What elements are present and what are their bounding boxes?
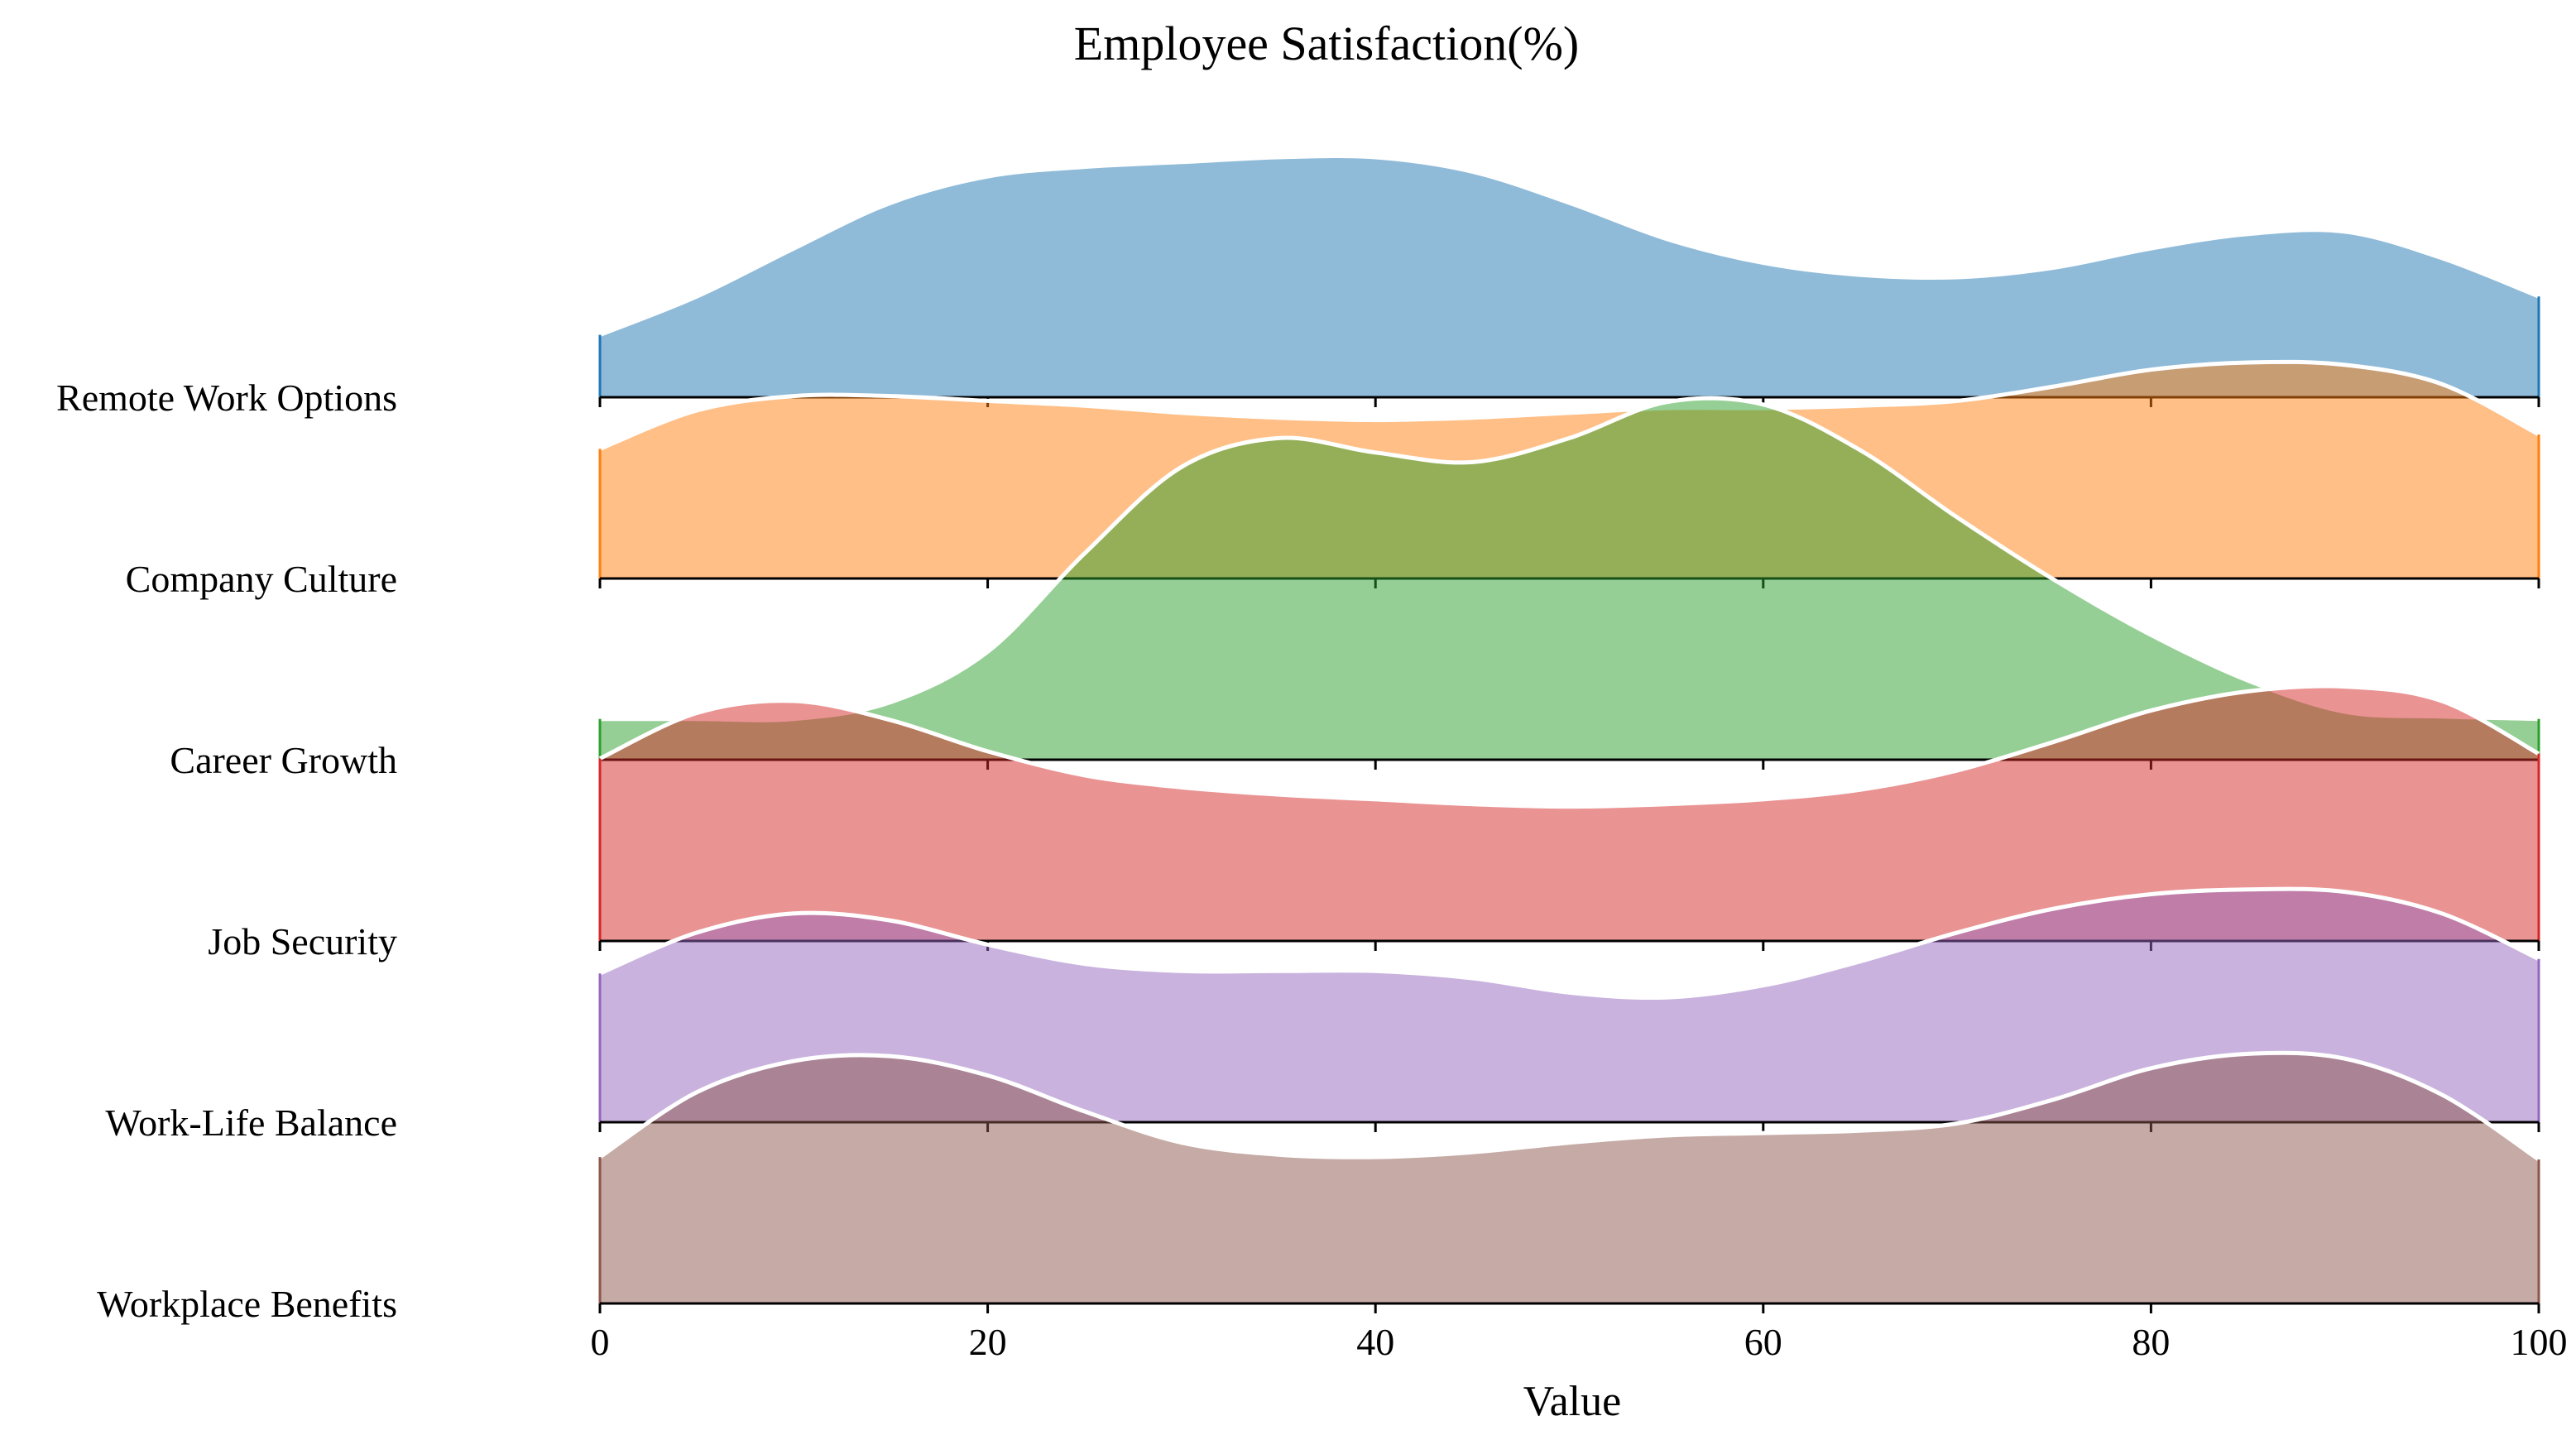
category-label-career-growth: Career Growth [170, 739, 397, 781]
ridge-outline-job-security [598, 684, 2540, 809]
x-tick-label: 20 [969, 1321, 1007, 1363]
category-label-company-culture: Company Culture [126, 558, 397, 600]
ridge-outline-workplace-benefits [598, 1050, 2540, 1162]
x-tick-label: 100 [2511, 1321, 2568, 1363]
ridge-workplace-benefits [598, 1050, 2540, 1313]
ridge-area-career-growth [600, 398, 2539, 760]
category-labels: Remote Work Options Company Culture Career… [56, 377, 397, 1325]
category-label-job-security: Job Security [208, 920, 397, 962]
x-axis: 0 20 40 60 80 100 [591, 1321, 2568, 1363]
ridge-outline-remote-work-options [599, 153, 2540, 337]
ridge-area-workplace-benefits [600, 1053, 2539, 1303]
category-label-work-life-balance: Work-Life Balance [105, 1102, 397, 1144]
category-label-remote-work-options: Remote Work Options [56, 377, 397, 419]
ridge-area-job-security [600, 686, 2539, 941]
ridges-layer [598, 153, 2540, 1313]
ridge-area-remote-work-options [600, 156, 2539, 397]
category-label-workplace-benefits: Workplace Benefits [97, 1283, 397, 1325]
ridge-outline-work-life-balance [599, 886, 2540, 1001]
x-tick-label: 40 [1356, 1321, 1394, 1363]
x-tick-label: 80 [2132, 1321, 2170, 1363]
ridge-area-work-life-balance [600, 889, 2539, 1122]
ridge-outline-company-culture [599, 359, 2540, 451]
x-tick-label: 0 [591, 1321, 610, 1363]
chart-title: Employee Satisfaction(%) [1074, 17, 1579, 70]
x-axis-label: Value [1523, 1378, 1621, 1425]
ridge-outline-career-growth [600, 396, 2540, 722]
x-tick-label: 60 [1744, 1321, 1782, 1363]
